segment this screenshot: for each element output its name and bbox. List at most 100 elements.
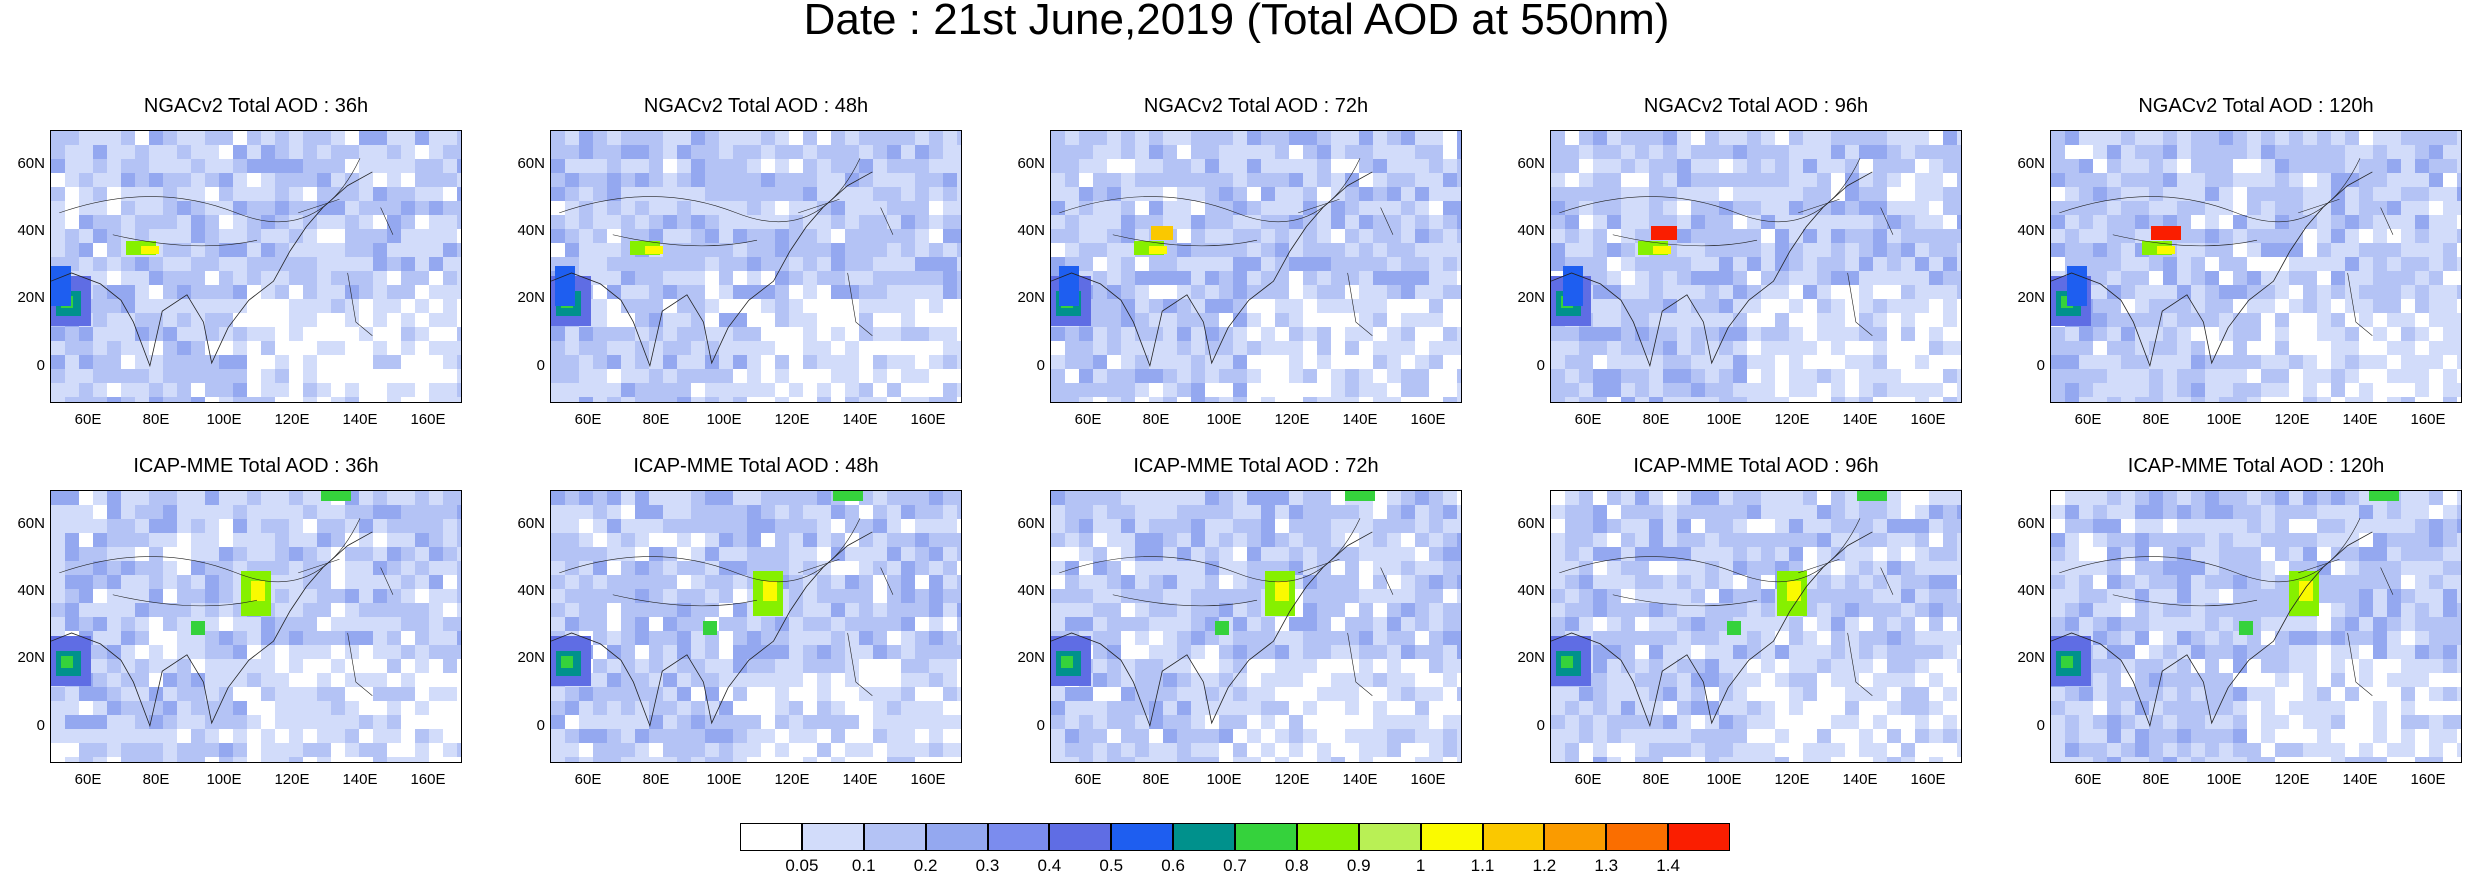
panel-title: NGACv2 Total AOD : 72h [1046, 95, 1466, 117]
longitude-tick-label: 120E [2272, 771, 2312, 788]
longitude-tick-label: 60E [1568, 411, 1608, 428]
colorbar [740, 823, 1730, 851]
longitude-tick-label: 80E [1136, 771, 1176, 788]
aod-map [550, 490, 962, 763]
colorbar-tick-label: 0.05 [777, 856, 827, 876]
longitude-tick-label: 160E [2408, 411, 2448, 428]
longitude-tick-label: 160E [1908, 411, 1948, 428]
latitude-tick-label: 20N [505, 649, 545, 666]
latitude-tick-label: 20N [1505, 289, 1545, 306]
latitude-tick-label: 40N [5, 582, 45, 599]
aod-field [51, 131, 462, 403]
longitude-tick-label: 80E [1636, 411, 1676, 428]
longitude-tick-label: 140E [1340, 771, 1380, 788]
latitude-tick-label: 60N [5, 515, 45, 532]
colorbar-box [1421, 823, 1483, 851]
aod-map [1050, 490, 1462, 763]
longitude-tick-label: 120E [1772, 771, 1812, 788]
longitude-tick-label: 160E [1908, 771, 1948, 788]
colorbar-tick-label: 0.7 [1210, 856, 1260, 876]
panel-title: NGACv2 Total AOD : 36h [46, 95, 466, 117]
latitude-tick-label: 60N [1005, 515, 1045, 532]
latitude-tick-label: 40N [505, 222, 545, 239]
latitude-tick-label: 20N [2005, 289, 2045, 306]
longitude-tick-label: 60E [568, 411, 608, 428]
longitude-tick-label: 100E [204, 771, 244, 788]
longitude-tick-label: 60E [2068, 411, 2108, 428]
latitude-tick-label: 20N [1005, 649, 1045, 666]
latitude-tick-label: 60N [1505, 515, 1545, 532]
latitude-tick-label: 20N [2005, 649, 2045, 666]
colorbar-tick-label: 0.1 [839, 856, 889, 876]
colorbar-tick-label: 1.2 [1519, 856, 1569, 876]
panel-title: NGACv2 Total AOD : 96h [1546, 95, 1966, 117]
colorbar-box [1544, 823, 1606, 851]
longitude-tick-label: 160E [908, 771, 948, 788]
colorbar-box [802, 823, 864, 851]
latitude-tick-label: 40N [1005, 222, 1045, 239]
aod-field [51, 491, 462, 763]
longitude-tick-label: 60E [1068, 771, 1108, 788]
colorbar-tick-label: 0.9 [1334, 856, 1384, 876]
longitude-tick-label: 120E [272, 411, 312, 428]
longitude-tick-label: 140E [1340, 411, 1380, 428]
latitude-tick-label: 40N [505, 582, 545, 599]
colorbar-tick-label: 1.1 [1458, 856, 1508, 876]
colorbar-box [926, 823, 988, 851]
colorbar-tick-label: 0.4 [1024, 856, 1074, 876]
latitude-tick-label: 20N [1505, 649, 1545, 666]
aod-field [551, 131, 962, 403]
longitude-tick-label: 120E [772, 771, 812, 788]
longitude-tick-label: 80E [636, 771, 676, 788]
colorbar-tick-label: 0.2 [901, 856, 951, 876]
longitude-tick-label: 80E [2136, 411, 2176, 428]
longitude-tick-label: 160E [908, 411, 948, 428]
longitude-tick-label: 100E [204, 411, 244, 428]
longitude-tick-label: 160E [2408, 771, 2448, 788]
latitude-tick-label: 60N [5, 155, 45, 172]
longitude-tick-label: 160E [1408, 411, 1448, 428]
longitude-tick-label: 160E [1408, 771, 1448, 788]
colorbar-tick-label: 0.6 [1148, 856, 1198, 876]
colorbar-box [1111, 823, 1173, 851]
latitude-tick-label: 40N [2005, 222, 2045, 239]
colorbar-box [1668, 823, 1730, 851]
longitude-tick-label: 80E [1636, 771, 1676, 788]
colorbar-tick-label: 1.4 [1643, 856, 1693, 876]
latitude-tick-label: 0 [5, 717, 45, 734]
panel-title: NGACv2 Total AOD : 120h [2046, 95, 2466, 117]
latitude-tick-label: 60N [2005, 155, 2045, 172]
longitude-tick-label: 100E [2204, 771, 2244, 788]
colorbar-box [1173, 823, 1235, 851]
longitude-tick-label: 140E [340, 411, 380, 428]
longitude-tick-label: 60E [2068, 771, 2108, 788]
latitude-tick-label: 60N [1005, 155, 1045, 172]
longitude-tick-label: 140E [840, 411, 880, 428]
longitude-tick-label: 140E [2340, 771, 2380, 788]
longitude-tick-label: 100E [1704, 411, 1744, 428]
aod-field [2051, 131, 2462, 403]
latitude-tick-label: 60N [1505, 155, 1545, 172]
longitude-tick-label: 160E [408, 411, 448, 428]
latitude-tick-label: 0 [1005, 717, 1045, 734]
colorbar-tick-label: 0.5 [1086, 856, 1136, 876]
aod-map [50, 490, 462, 763]
colorbar-box [1483, 823, 1545, 851]
latitude-tick-label: 40N [5, 222, 45, 239]
colorbar-box [1297, 823, 1359, 851]
latitude-tick-label: 0 [505, 717, 545, 734]
longitude-tick-label: 120E [1272, 411, 1312, 428]
figure-title: Date : 21st June,2019 (Total AOD at 550n… [0, 0, 2473, 42]
latitude-tick-label: 0 [1005, 357, 1045, 374]
longitude-tick-label: 160E [408, 771, 448, 788]
longitude-tick-label: 60E [68, 411, 108, 428]
aod-map [2050, 490, 2462, 763]
aod-field [551, 491, 962, 763]
longitude-tick-label: 80E [136, 411, 176, 428]
longitude-tick-label: 60E [1568, 771, 1608, 788]
longitude-tick-label: 140E [840, 771, 880, 788]
latitude-tick-label: 60N [505, 515, 545, 532]
longitude-tick-label: 100E [1204, 771, 1244, 788]
aod-map [550, 130, 962, 403]
colorbar-box [864, 823, 926, 851]
